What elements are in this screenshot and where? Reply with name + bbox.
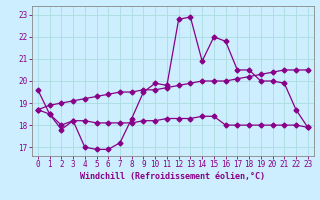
X-axis label: Windchill (Refroidissement éolien,°C): Windchill (Refroidissement éolien,°C) xyxy=(80,172,265,181)
